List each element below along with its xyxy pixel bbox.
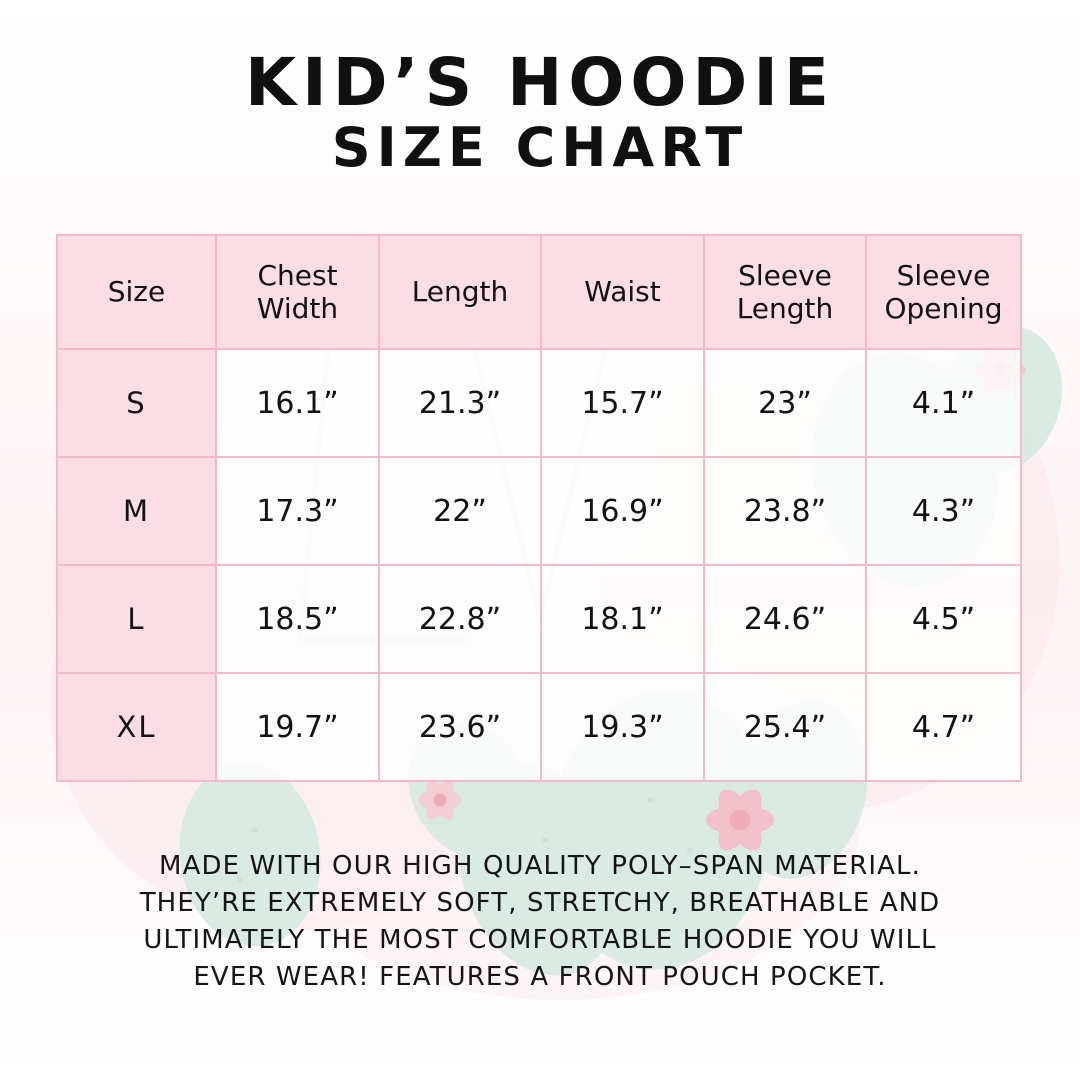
cell-length: 23.6”	[378, 672, 542, 782]
cell-sleeve-length: 24.6”	[703, 564, 867, 674]
header-text-line1: Size	[107, 275, 166, 309]
cell-waist: 16.9”	[540, 456, 705, 566]
cell-chest-width: 19.7”	[215, 672, 380, 782]
table-row: L 18.5” 22.8” 18.1” 24.6” 4.5”	[56, 564, 1022, 674]
header-row: Size Chest Width Length Waist Sleeve Len	[56, 234, 1022, 350]
column-header-sleeve-opening: Sleeve Opening	[865, 234, 1022, 350]
size-chart-table: Size Chest Width Length Waist Sleeve Len	[56, 234, 1022, 782]
header-text-line2: Width	[256, 292, 339, 325]
header-text-line1: Waist	[584, 275, 661, 309]
cell-size: M	[56, 456, 217, 566]
cell-size: S	[56, 348, 217, 458]
cell-length: 21.3”	[378, 348, 542, 458]
table-row: M 17.3” 22” 16.9” 23.8” 4.3”	[56, 456, 1022, 566]
title-line-2: SIZE CHART	[331, 116, 749, 180]
column-header-waist: Waist	[540, 234, 705, 350]
column-header-chest-width: Chest Width	[215, 234, 380, 350]
cell-size: XL	[56, 672, 217, 782]
footer-line-4: EVER WEAR! FEATURES A FRONT POUCH POCKET…	[193, 961, 887, 992]
size-chart-table-container: Size Chest Width Length Waist Sleeve Len	[56, 234, 1022, 782]
column-header-sleeve-length: Sleeve Length	[703, 234, 867, 350]
header-text-line1: Sleeve	[896, 258, 991, 292]
table-row: S 16.1” 21.3” 15.7” 23” 4.1”	[56, 348, 1022, 458]
footer-line-1: MADE WITH OUR HIGH QUALITY POLY–SPAN MAT…	[159, 851, 921, 881]
cell-sleeve-opening: 4.7”	[865, 672, 1022, 782]
cell-sleeve-length: 23”	[703, 348, 867, 458]
footer-description: MADE WITH OUR HIGH QUALITY POLY–SPAN MAT…	[0, 848, 1080, 996]
header-text-line1: Length	[411, 275, 509, 309]
header-text-line1: Sleeve	[738, 258, 832, 292]
cell-sleeve-opening: 4.3”	[865, 456, 1022, 566]
title-line-1: KID’S HOODIE	[245, 44, 835, 121]
header-text-line2: Length	[736, 292, 834, 325]
cell-chest-width: 17.3”	[215, 456, 380, 566]
cell-length: 22”	[378, 456, 542, 566]
footer-line-2: THEY’RE EXTREMELY SOFT, STRETCHY, BREATH…	[139, 887, 941, 918]
cell-sleeve-opening: 4.1”	[865, 348, 1022, 458]
table-body: S 16.1” 21.3” 15.7” 23” 4.1” M 17.3” 22”…	[56, 348, 1022, 782]
column-header-size: Size	[56, 234, 217, 350]
header-text-line1: Chest	[257, 258, 338, 292]
cell-size: L	[56, 564, 217, 674]
column-header-length: Length	[378, 234, 542, 350]
cell-waist: 19.3”	[540, 672, 705, 782]
cell-length: 22.8”	[378, 564, 542, 674]
cell-waist: 18.1”	[540, 564, 705, 674]
cell-sleeve-length: 23.8”	[703, 456, 867, 566]
cell-sleeve-opening: 4.5”	[865, 564, 1022, 674]
page-title: KID’S HOODIE SIZE CHART	[0, 48, 1080, 179]
cell-waist: 15.7”	[540, 348, 705, 458]
header-text-line2: Opening	[884, 292, 1003, 325]
table-header: Size Chest Width Length Waist Sleeve Len	[56, 234, 1022, 350]
footer-line-3: ULTIMATELY THE MOST COMFORTABLE HOODIE Y…	[143, 924, 937, 955]
table-row: XL 19.7” 23.6” 19.3” 25.4” 4.7”	[56, 672, 1022, 782]
cell-chest-width: 18.5”	[215, 564, 380, 674]
cell-chest-width: 16.1”	[215, 348, 380, 458]
cell-sleeve-length: 25.4”	[703, 672, 867, 782]
